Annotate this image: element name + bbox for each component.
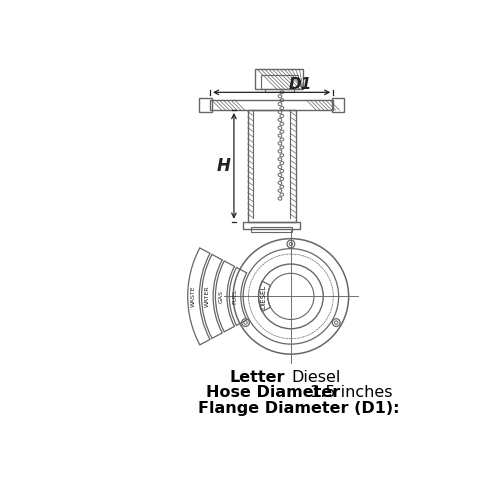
- Text: Diesel: Diesel: [291, 370, 341, 384]
- Bar: [243, 222, 300, 228]
- Bar: [251, 227, 292, 232]
- Text: Hose Diameter: Hose Diameter: [206, 385, 340, 400]
- Text: FUEL: FUEL: [232, 288, 237, 304]
- Text: Flange Diameter (D1):: Flange Diameter (D1):: [198, 400, 400, 415]
- Bar: [210, 100, 333, 110]
- Text: 1.5 inches: 1.5 inches: [310, 385, 392, 400]
- Bar: [256, 69, 303, 89]
- Bar: [264, 90, 294, 92]
- Text: GAS: GAS: [218, 290, 224, 303]
- Text: Letter: Letter: [230, 370, 285, 384]
- Text: H: H: [217, 157, 231, 175]
- Text: WASTE: WASTE: [191, 286, 196, 307]
- Bar: [248, 110, 296, 222]
- Bar: [200, 98, 211, 112]
- Bar: [332, 98, 344, 112]
- Text: D1: D1: [288, 76, 312, 92]
- Text: DIESEL: DIESEL: [260, 284, 266, 308]
- Text: WATER: WATER: [205, 286, 210, 307]
- Bar: [261, 76, 298, 90]
